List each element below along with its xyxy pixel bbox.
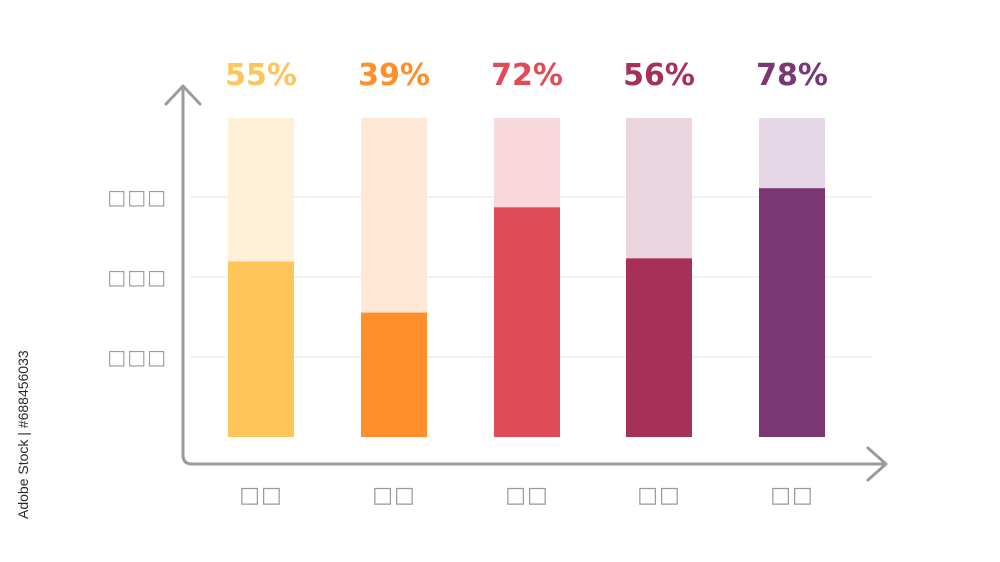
x-tick-label-4: □□ xyxy=(637,483,681,508)
data-label-1: 55% xyxy=(225,58,297,93)
y-tick-label-2: □□□ xyxy=(107,265,167,289)
x-axis-arrow-icon xyxy=(866,446,888,482)
data-label-4: 56% xyxy=(623,58,695,93)
x-tick-labels: □□ □□ □□ □□ □□ xyxy=(239,483,814,508)
data-label-5: 78% xyxy=(756,58,828,93)
x-tick-label-2: □□ xyxy=(372,483,416,508)
y-axis-arrow-icon xyxy=(164,84,202,106)
x-tick-label-1: □□ xyxy=(239,483,283,508)
y-tick-labels: □□□ □□□ □□□ xyxy=(107,185,167,369)
bar-2 xyxy=(361,312,427,437)
data-label-3: 72% xyxy=(491,58,563,93)
bars xyxy=(228,188,825,437)
y-axis-line-curve xyxy=(181,453,194,466)
x-tick-label-5: □□ xyxy=(770,483,814,508)
data-labels: 55% 39% 72% 56% 78% xyxy=(225,58,828,93)
stock-credit: Adobe Stock | #688456033 xyxy=(15,350,31,520)
bar-5 xyxy=(759,188,825,437)
bar-4 xyxy=(626,258,692,437)
y-tick-label-3: □□□ xyxy=(107,345,167,369)
axes xyxy=(164,84,888,482)
bar-1 xyxy=(228,261,294,437)
x-tick-label-3: □□ xyxy=(505,483,549,508)
bar-3 xyxy=(494,207,560,437)
data-label-2: 39% xyxy=(358,58,430,93)
y-tick-label-1: □□□ xyxy=(107,185,167,209)
